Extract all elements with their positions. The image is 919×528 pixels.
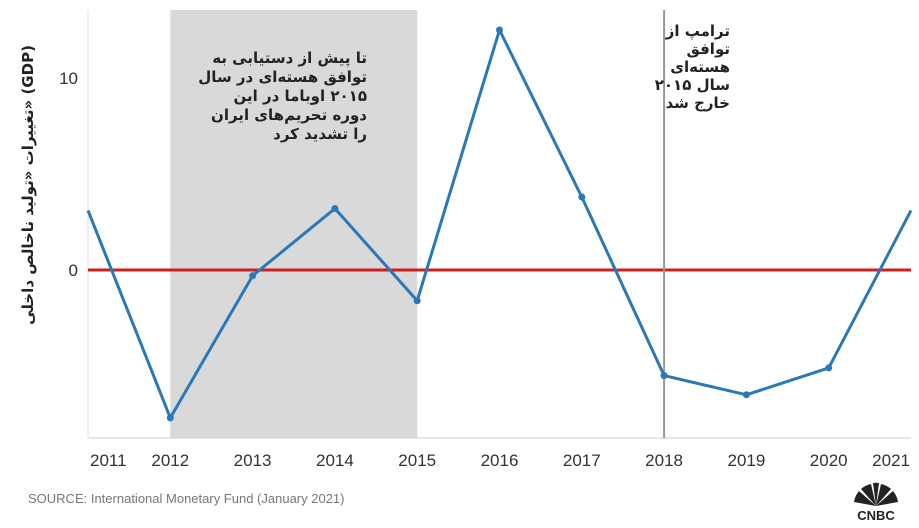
peacock-icon <box>854 482 898 506</box>
annotation-text: تا پیش از دستیابی به توافق هسته‌ای در سال… <box>198 49 367 143</box>
annotation-line: هسته‌ای <box>670 58 730 76</box>
annotation-line: تا پیش از دستیابی به <box>212 49 367 68</box>
y-tick-label: 0 <box>69 261 78 280</box>
data-point <box>331 205 339 213</box>
data-point <box>249 272 257 280</box>
x-tick-label: 2020 <box>810 451 848 470</box>
x-tick-label: 2014 <box>316 451 354 470</box>
data-point <box>496 26 503 34</box>
source-note: SOURCE: International Monetary Fund (Jan… <box>28 491 345 506</box>
data-point <box>825 364 833 372</box>
x-tick-label: 2012 <box>151 451 189 470</box>
shaded-period <box>170 10 418 438</box>
annotation-line: دوره تحریم‌های ایران <box>211 106 367 124</box>
data-point <box>413 297 421 305</box>
annotation-line: سال ۲۰۱۵ <box>655 76 730 94</box>
data-point <box>578 193 586 201</box>
annotation-text: ترامپ از توافق هسته‌ای سال ۲۰۱۵ خارج شد <box>655 22 730 112</box>
x-tick-label: 2013 <box>234 451 272 470</box>
x-tick-label: 2015 <box>398 451 436 470</box>
x-tick-label: 2021 <box>872 451 910 470</box>
x-tick-label: 2019 <box>727 451 765 470</box>
cnbc-logo: CNBC <box>846 476 906 524</box>
x-tick-label: 2016 <box>481 451 519 470</box>
annotation-line: توافق هسته‌ای در سال <box>198 68 367 86</box>
y-tick-label: 10 <box>59 69 78 88</box>
data-point <box>742 391 750 399</box>
annotation-line: را تشدید کرد <box>273 125 367 143</box>
annotation-line: ترامپ از <box>665 22 730 40</box>
annotation-line: توافق <box>686 40 730 58</box>
x-tick-label: 2017 <box>563 451 601 470</box>
annotation-line: ۲۰۱۵ اوباما در این <box>233 87 367 105</box>
x-tick-label: 2018 <box>645 451 683 470</box>
x-tick-label: 2011 <box>90 451 127 470</box>
chart-area: 2011 2012 2013 2014 2015 2016 2017 2018 2019 2020… <box>59 10 913 470</box>
y-axis-label: تغییرات «تولید ناخالص داخلی» (GDP) <box>19 45 37 325</box>
data-point <box>660 372 668 380</box>
data-point <box>166 414 174 422</box>
cnbc-logo-text: CNBC <box>857 508 895 523</box>
annotation-line: خارج شد <box>665 94 730 112</box>
